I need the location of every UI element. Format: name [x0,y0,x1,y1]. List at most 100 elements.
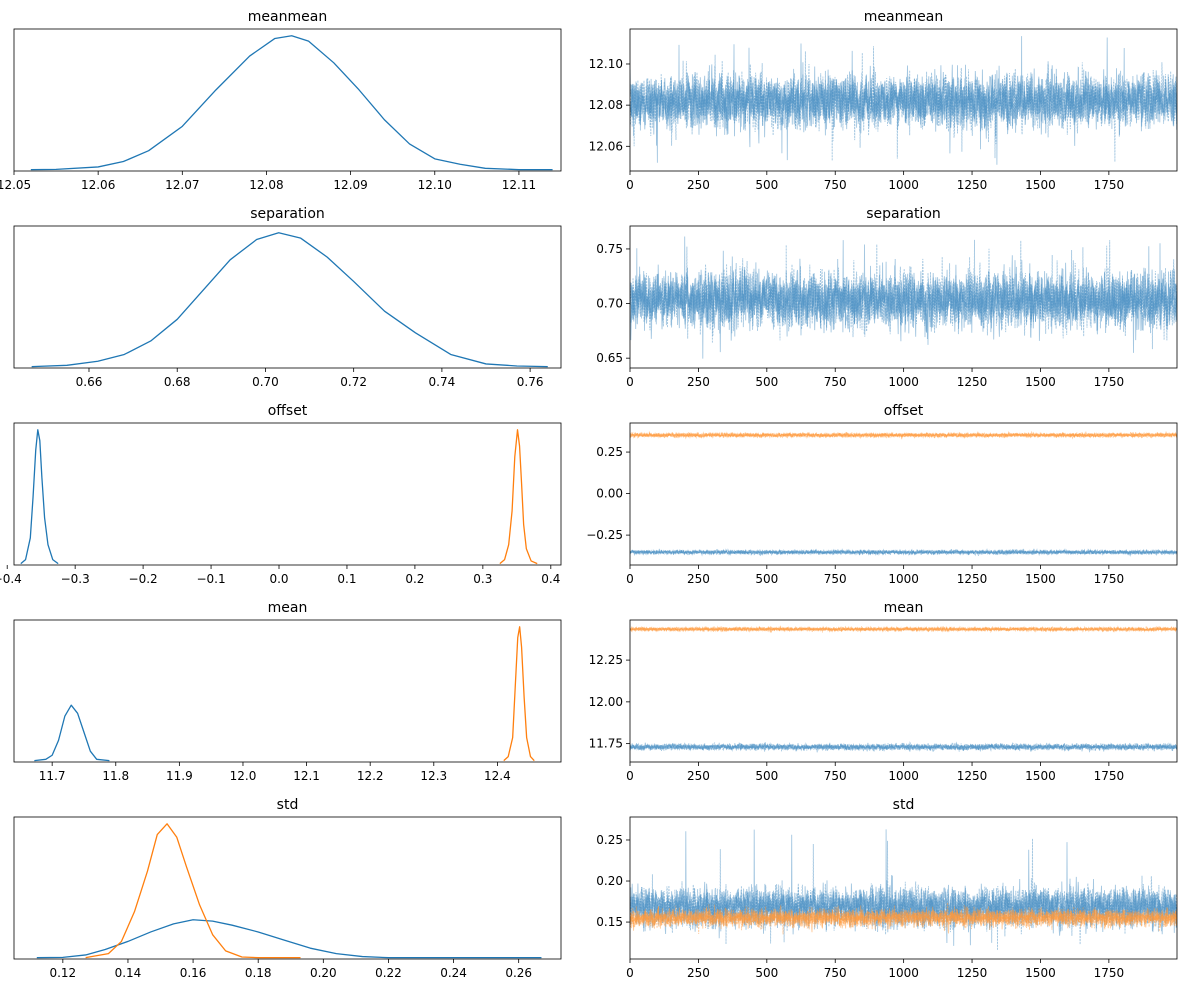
x-tick-label: 750 [824,572,847,586]
y-tick-label: 12.06 [589,139,623,153]
y-tick-label: 0.25 [596,445,623,459]
panel-std-kde: std 0.12 0.14 0.16 0.18 0.20 0.22 0.24 0.26 [13,797,562,980]
x-tick-label: 0.0 [269,572,288,586]
x-tick-label: 12.08 [249,178,283,192]
plot-area [630,36,1177,165]
panel-title: std [277,797,299,813]
x-tick-label: 1750 [1094,966,1125,980]
x-tick-label: 1250 [957,572,988,586]
y-tick-label: 11.75 [589,737,623,751]
y-tick-label: 0.20 [596,874,623,888]
kde-line-series-0 [30,35,553,171]
y-tick-label: 12.10 [589,57,623,71]
trace-line-series-1-chain-2 [630,904,1177,934]
x-tick-label: 1000 [888,572,919,586]
kde-line-series-0 [31,232,548,368]
plot-area [630,829,1177,951]
axes-frame [13,422,562,566]
x-tick-label: 250 [687,375,710,389]
x-tick-label: 0.72 [340,375,367,389]
kde-line-series-0 [20,429,59,565]
panel-title: separation [866,206,941,222]
kde-line-series-0 [36,919,542,959]
x-tick-label: 12.05 [0,178,31,192]
x-tick-label: 0.74 [429,375,456,389]
x-tick-label: 250 [687,769,710,783]
x-tick-label: 12.3 [420,769,447,783]
x-tick-label: 750 [824,375,847,389]
x-tick-label: 0 [626,572,634,586]
axes-frame [13,225,562,369]
panel-mean-kde: mean 11.7 11.8 11.9 12.0 12.1 12.2 12.3 12.4 [13,600,562,783]
y-tick-label: 0.65 [596,351,623,365]
panel-title: offset [268,403,308,419]
axes-frame [13,28,562,172]
x-tick-label: 0.12 [49,966,76,980]
panel-mean-trace: mean 0 250 500 750 1000 1250 1500 1750 11.75 12.00… [589,600,1178,783]
x-tick-label: 750 [824,178,847,192]
x-tick-label: 1250 [957,769,988,783]
x-tick-label: 1750 [1094,572,1125,586]
y-tick-label: 0.70 [596,297,623,311]
x-tick-label: 1500 [1025,375,1056,389]
y-tick-label: 0.75 [596,242,623,256]
x-tick-label: 0.24 [440,966,467,980]
plot-area [34,626,535,762]
trace-line-series-0-chain-3 [630,51,1177,161]
panel-title: meanmean [864,9,943,25]
trace-line-series-0-chain-2 [630,548,1177,557]
y-tick-label: 12.00 [589,695,623,709]
x-tick-label: 0.3 [473,572,492,586]
trace-line-series-0-chain-2 [630,741,1177,752]
x-tick-label: 0.2 [405,572,424,586]
x-tick-label: 0.4 [541,572,560,586]
x-tick-label: 11.9 [166,769,193,783]
x-tick-label: 250 [687,572,710,586]
panel-title: mean [268,600,308,616]
x-tick-label: 1000 [888,178,919,192]
x-tick-label: 12.09 [333,178,367,192]
trace-line-series-1-chain-3 [630,902,1177,935]
plot-area [36,823,542,959]
x-tick-label: 1250 [957,178,988,192]
panel-meanmean-trace: meanmean 0 250 500 750 1000 1250 1500 1750 12.06 1… [589,9,1178,192]
x-tick-label: 250 [687,966,710,980]
x-tick-label: 12.1 [293,769,320,783]
x-tick-label: 750 [824,769,847,783]
panel-meanmean-kde: meanmean 12.05 12.06 12.07 12.08 12.09 12.10 12… [0,9,562,192]
kde-line-series-1 [503,626,535,762]
trace-line-series-1-chain-3 [630,430,1177,440]
x-tick-label: 1500 [1025,178,1056,192]
x-tick-label: 0.70 [252,375,279,389]
panel-separation-kde: separation 0.66 0.68 0.70 0.72 0.74 0.76 [13,206,562,389]
panel-offset-kde: offset −0.4 −0.3 −0.2 −0.1 0.0 0.1 0.2 0.3 0.4 [0,403,562,586]
axes-frame [629,619,1178,763]
x-tick-label: 12.4 [484,769,511,783]
x-tick-label: 0.22 [375,966,402,980]
x-tick-label: 1500 [1025,966,1056,980]
y-tick-label: −0.25 [586,528,623,542]
x-tick-label: −0.2 [129,572,158,586]
x-tick-label: 0.16 [180,966,207,980]
panel-title: meanmean [248,9,327,25]
panel-offset-trace: offset 0 250 500 750 1000 1250 1500 1750 −0.25 0.0… [586,403,1178,586]
x-tick-label: 12.10 [418,178,452,192]
x-tick-label: 11.7 [39,769,66,783]
x-tick-label: 0 [626,375,634,389]
panel-title: separation [250,206,325,222]
x-tick-label: 12.2 [357,769,384,783]
x-tick-label: 1750 [1094,178,1125,192]
axes-frame [629,816,1178,960]
x-tick-label: 0 [626,769,634,783]
x-tick-label: 12.0 [230,769,257,783]
kde-line-series-0 [34,704,110,762]
x-tick-label: 500 [755,572,778,586]
x-tick-label: 0.20 [310,966,337,980]
plot-area [20,429,538,565]
kde-line-series-1 [499,429,538,565]
x-tick-label: 0 [626,966,634,980]
x-tick-label: 0 [626,178,634,192]
x-tick-label: 12.06 [81,178,115,192]
x-tick-label: 1500 [1025,572,1056,586]
